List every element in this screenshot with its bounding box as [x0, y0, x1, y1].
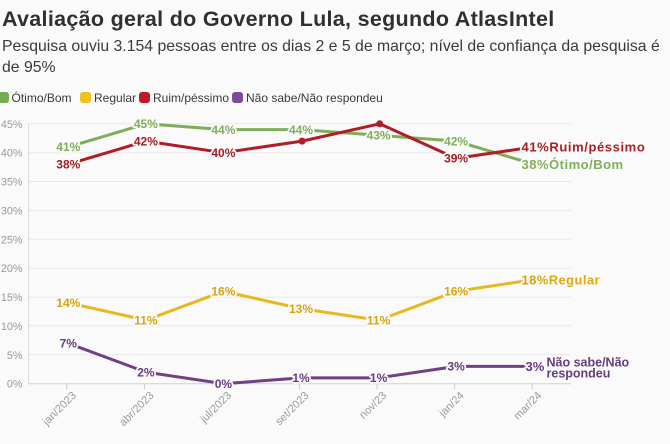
svg-text:13%: 13% — [289, 302, 313, 316]
svg-text:42%: 42% — [444, 134, 468, 148]
svg-text:44%: 44% — [211, 123, 235, 137]
svg-text:1%: 1% — [292, 371, 310, 385]
svg-text:Não sabe/Não: Não sabe/Não — [547, 356, 630, 370]
svg-text:40%: 40% — [1, 148, 23, 160]
svg-text:0%: 0% — [7, 379, 23, 391]
svg-text:11%: 11% — [367, 314, 391, 328]
svg-text:18%Regular: 18%Regular — [522, 273, 600, 288]
svg-text:25%: 25% — [1, 234, 23, 246]
svg-text:nov/23: nov/23 — [357, 390, 389, 422]
svg-text:jan/24: jan/24 — [436, 390, 466, 420]
svg-text:16%: 16% — [211, 285, 235, 299]
svg-text:3%: 3% — [447, 360, 465, 374]
svg-text:jul/2023: jul/2023 — [198, 390, 234, 426]
svg-text:30%: 30% — [1, 205, 23, 217]
svg-text:7%: 7% — [60, 337, 78, 351]
svg-text:38%Ótimo/Bom: 38%Ótimo/Bom — [522, 157, 624, 172]
svg-text:45%: 45% — [1, 119, 23, 131]
svg-text:0%: 0% — [215, 377, 233, 391]
svg-text:35%: 35% — [1, 177, 23, 189]
svg-text:38%: 38% — [56, 158, 80, 172]
svg-text:2%: 2% — [137, 365, 155, 379]
svg-text:abr/2023: abr/2023 — [117, 390, 156, 429]
svg-text:set/2023: set/2023 — [273, 390, 311, 428]
svg-text:16%: 16% — [444, 285, 468, 299]
svg-text:42%: 42% — [134, 134, 158, 148]
svg-text:43%: 43% — [367, 129, 391, 143]
svg-text:20%: 20% — [1, 263, 23, 275]
svg-text:41%: 41% — [56, 140, 80, 154]
svg-text:jan/2023: jan/2023 — [40, 390, 79, 429]
svg-text:11%: 11% — [134, 314, 158, 328]
svg-text:15%: 15% — [1, 292, 23, 304]
svg-text:1%: 1% — [370, 371, 388, 385]
svg-text:3%: 3% — [526, 359, 545, 374]
svg-text:45%: 45% — [134, 117, 158, 131]
svg-text:39%: 39% — [444, 152, 468, 166]
svg-text:5%: 5% — [7, 350, 23, 362]
svg-text:14%: 14% — [56, 296, 80, 310]
svg-text:10%: 10% — [1, 321, 23, 333]
svg-text:40%: 40% — [211, 146, 235, 160]
svg-text:44%: 44% — [289, 123, 313, 137]
svg-text:41%Ruim/péssimo: 41%Ruim/péssimo — [522, 140, 646, 155]
svg-text:respondeu: respondeu — [547, 367, 611, 381]
svg-text:mar/24: mar/24 — [512, 390, 545, 423]
